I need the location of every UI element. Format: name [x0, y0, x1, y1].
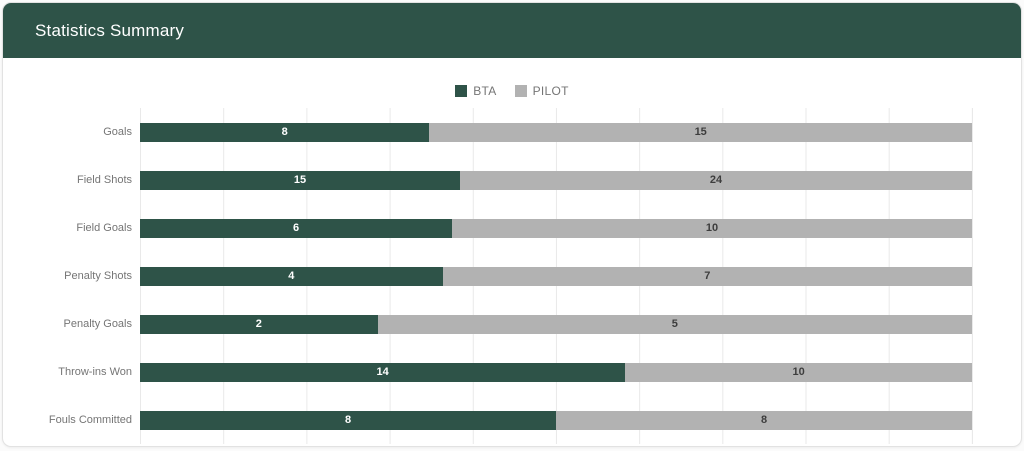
chart-row-throw-ins-won: Throw-ins Won 14 10	[58, 348, 972, 396]
bar-segment-bta: 15	[140, 170, 460, 190]
card-body: BTA PILOT Goals 8 15 Field Shots 15 24 Field Go…	[3, 84, 1021, 444]
bar-segment-bta: 14	[140, 362, 626, 382]
legend-item-bta: BTA	[455, 84, 496, 98]
legend-label-pilot: PILOT	[532, 84, 569, 98]
card-header: Statistics Summary	[3, 3, 1021, 58]
bar-segment-pilot: 5	[377, 314, 972, 334]
legend-swatch-pilot	[514, 85, 527, 97]
category-label: Goals	[103, 126, 132, 138]
chart-row-penalty-goals: Penalty Goals 2 5	[64, 300, 972, 348]
bar-segment-bta: 2	[140, 314, 378, 334]
page-title: Statistics Summary	[35, 20, 185, 40]
chart-plot-area: Goals 8 15 Field Shots 15 24 Field Goals 6 10 Pen…	[49, 108, 973, 444]
category-label: Throw-ins Won	[58, 366, 132, 378]
bar-segment-pilot: 15	[429, 122, 972, 142]
category-label: Penalty Shots	[64, 270, 132, 282]
legend-swatch-bta	[455, 85, 468, 97]
chart-row-penalty-shots: Penalty Shots 4 7	[64, 252, 972, 300]
legend-item-pilot: PILOT	[514, 84, 569, 98]
stacked-bar: 8 15	[140, 122, 972, 142]
chart-row-goals: Goals 8 15	[103, 108, 972, 156]
bar-segment-pilot: 8	[556, 410, 972, 430]
stacked-bar: 15 24	[140, 170, 972, 190]
stacked-bar: 6 10	[140, 218, 972, 238]
bar-segment-bta: 8	[140, 122, 430, 142]
legend-label-bta: BTA	[473, 84, 497, 98]
bar-segment-bta: 8	[140, 410, 556, 430]
stacked-bar: 14 10	[140, 362, 972, 382]
category-label: Field Shots	[76, 174, 132, 186]
category-label: Field Goals	[76, 222, 132, 234]
chart-row-fouls-committed: Fouls Committed 8 8	[49, 396, 972, 444]
bar-segment-bta: 6	[140, 218, 452, 238]
chart-row-field-goals: Field Goals 6 10	[76, 204, 972, 252]
chart-row-field-shots: Field Shots 15 24	[77, 156, 972, 204]
bar-segment-pilot: 24	[460, 170, 972, 190]
stacked-bar-chart: Goals 8 15 Field Shots 15 24 Field Goals 6 10 Pen…	[3, 108, 973, 444]
category-label: Penalty Goals	[63, 318, 132, 330]
chart-legend: BTA PILOT	[3, 84, 1021, 98]
bar-segment-bta: 4	[140, 266, 443, 286]
bar-segment-pilot: 10	[452, 218, 972, 238]
bar-segment-pilot: 10	[625, 362, 972, 382]
category-label: Fouls Committed	[48, 414, 132, 426]
bar-segment-pilot: 7	[442, 266, 972, 286]
